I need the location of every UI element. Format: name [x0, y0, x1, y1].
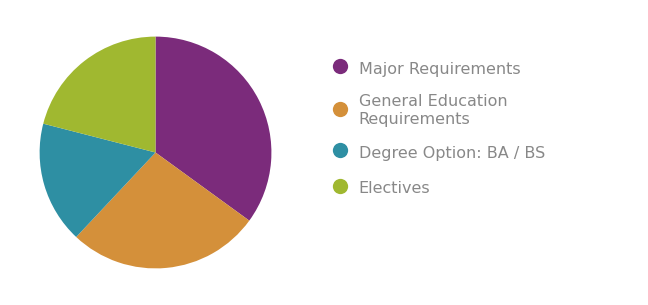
Legend: Major Requirements, General Education
Requirements, Degree Option: BA / BS, Elec: Major Requirements, General Education Re…: [323, 51, 553, 206]
Wedge shape: [43, 37, 156, 152]
Wedge shape: [40, 124, 156, 237]
Wedge shape: [156, 37, 272, 221]
Wedge shape: [76, 152, 249, 268]
